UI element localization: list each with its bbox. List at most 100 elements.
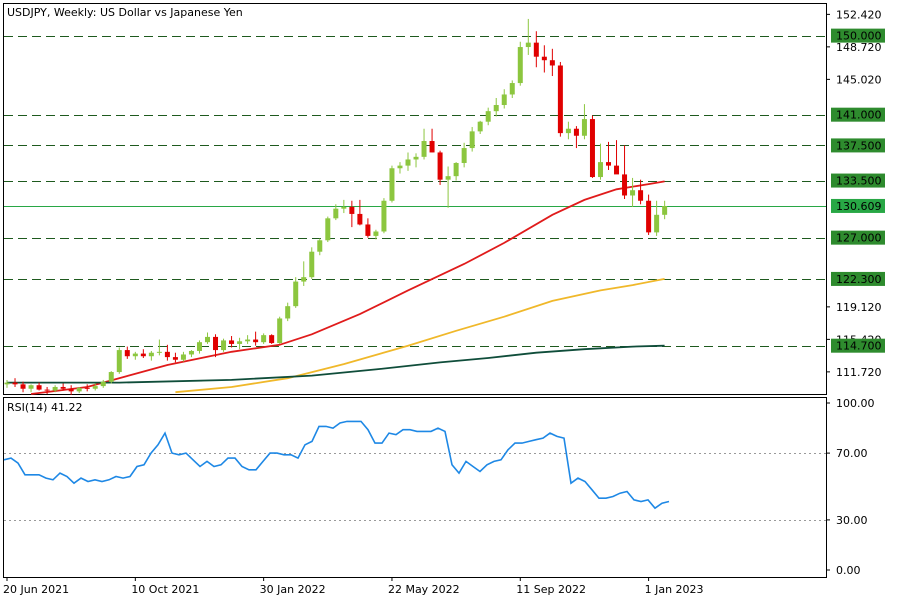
rsi-tick-0: 100.00 <box>836 397 875 410</box>
candle-37 <box>301 261 307 286</box>
rsi-panel-frame <box>3 397 827 578</box>
candle-13 <box>108 371 114 384</box>
candle-82 <box>662 200 668 220</box>
svg-text:114.700: 114.700 <box>836 340 882 353</box>
candle-62 <box>501 89 507 109</box>
candle-22 <box>180 351 186 362</box>
candle-64 <box>517 41 523 86</box>
price-tick-0: 152.420 <box>836 8 882 21</box>
svg-text:127.000: 127.000 <box>836 232 882 245</box>
level-label-0: 150.000 <box>831 28 885 43</box>
candle-69 <box>557 61 563 137</box>
candle-80 <box>646 194 652 236</box>
candle-61 <box>493 97 499 117</box>
level-label-2: 137.500 <box>831 138 885 153</box>
candle-27 <box>221 338 227 352</box>
candle-29 <box>237 337 243 350</box>
candle-50 <box>405 152 411 171</box>
candle-77 <box>622 145 628 199</box>
candle-46 <box>373 229 379 240</box>
candle-31 <box>253 331 259 346</box>
level-labels: 150.000 141.000 137.500 133.500 127.000 122.3… <box>831 28 885 353</box>
candlesticks <box>4 18 668 395</box>
rsi-tick-3: 0.00 <box>836 564 861 577</box>
candle-24 <box>196 340 202 354</box>
candle-63 <box>509 80 515 98</box>
candle-57 <box>461 142 467 168</box>
time-tick-5: 1 Jan 2023 <box>645 583 704 596</box>
candle-47 <box>381 198 387 234</box>
level-label-5: 122.300 <box>831 271 885 286</box>
level-label-6: 114.700 <box>831 338 885 353</box>
candle-55 <box>445 166 451 208</box>
rsi-panel: 100.00 70.00 30.00 0.00 <box>3 397 875 577</box>
candle-52 <box>421 128 427 160</box>
candle-18 <box>148 350 154 361</box>
candle-23 <box>188 350 194 358</box>
candle-72 <box>581 104 587 140</box>
candle-5 <box>44 386 50 394</box>
candle-40 <box>325 216 331 243</box>
candle-19 <box>156 339 162 356</box>
time-tick-0: 20 Jun 2021 <box>3 583 69 596</box>
chart-title: USDJPY, Weekly: US Dollar vs Japanese Ye… <box>7 6 243 19</box>
ma-yellow <box>175 278 665 394</box>
candle-68 <box>549 48 555 77</box>
candle-49 <box>397 162 403 174</box>
time-tick-3: 22 May 2022 <box>388 583 460 596</box>
candle-2 <box>20 381 26 393</box>
svg-text:137.500: 137.500 <box>836 139 882 152</box>
time-tick-4: 11 Sep 2022 <box>516 583 586 596</box>
candle-78 <box>630 177 636 207</box>
candle-9 <box>76 386 82 394</box>
candle-41 <box>333 204 339 221</box>
candle-0 <box>4 379 10 388</box>
level-label-1: 141.000 <box>831 107 885 122</box>
ma-dark-green <box>7 344 665 384</box>
candle-56 <box>453 162 459 181</box>
price-tick-3: 119.120 <box>836 301 882 314</box>
candle-38 <box>309 247 315 279</box>
candle-7 <box>60 383 66 391</box>
candle-8 <box>68 385 74 395</box>
rsi-label: RSI(14) 41.22 <box>7 401 82 414</box>
ma-red <box>30 180 665 395</box>
time-tick-2: 30 Jan 2022 <box>260 583 326 596</box>
candle-15 <box>124 346 130 359</box>
candle-14 <box>116 347 122 374</box>
candle-51 <box>413 153 419 168</box>
candle-6 <box>52 385 58 393</box>
candle-59 <box>477 120 483 134</box>
candle-43 <box>349 200 355 228</box>
moving-averages <box>7 180 665 395</box>
candle-39 <box>317 238 323 256</box>
price-tick-2: 145.020 <box>836 73 882 86</box>
candle-42 <box>341 199 347 214</box>
svg-text:141.000: 141.000 <box>836 109 882 122</box>
current-price-label: 130.609 <box>831 198 885 213</box>
candle-21 <box>172 352 178 363</box>
svg-text:133.500: 133.500 <box>836 175 882 188</box>
candle-30 <box>245 335 251 344</box>
candle-32 <box>261 333 267 344</box>
candle-35 <box>285 302 291 322</box>
candle-25 <box>205 332 210 344</box>
candle-10 <box>84 384 90 392</box>
rsi-tick-1: 70.00 <box>836 447 868 460</box>
candle-16 <box>132 351 138 360</box>
candle-70 <box>565 121 571 140</box>
candle-3 <box>28 384 34 393</box>
candle-1 <box>12 378 18 387</box>
level-label-4: 127.000 <box>831 230 885 245</box>
rsi-line <box>3 420 670 510</box>
candle-66 <box>533 31 539 68</box>
candle-73 <box>589 115 595 178</box>
candle-53 <box>429 128 435 153</box>
candle-26 <box>213 334 219 358</box>
time-axis: 20 Jun 2021 10 Oct 2021 30 Jan 2022 22 May … <box>3 577 704 596</box>
candle-48 <box>389 165 395 203</box>
candle-45 <box>365 218 371 238</box>
candle-20 <box>164 344 170 361</box>
candle-33 <box>269 334 275 344</box>
